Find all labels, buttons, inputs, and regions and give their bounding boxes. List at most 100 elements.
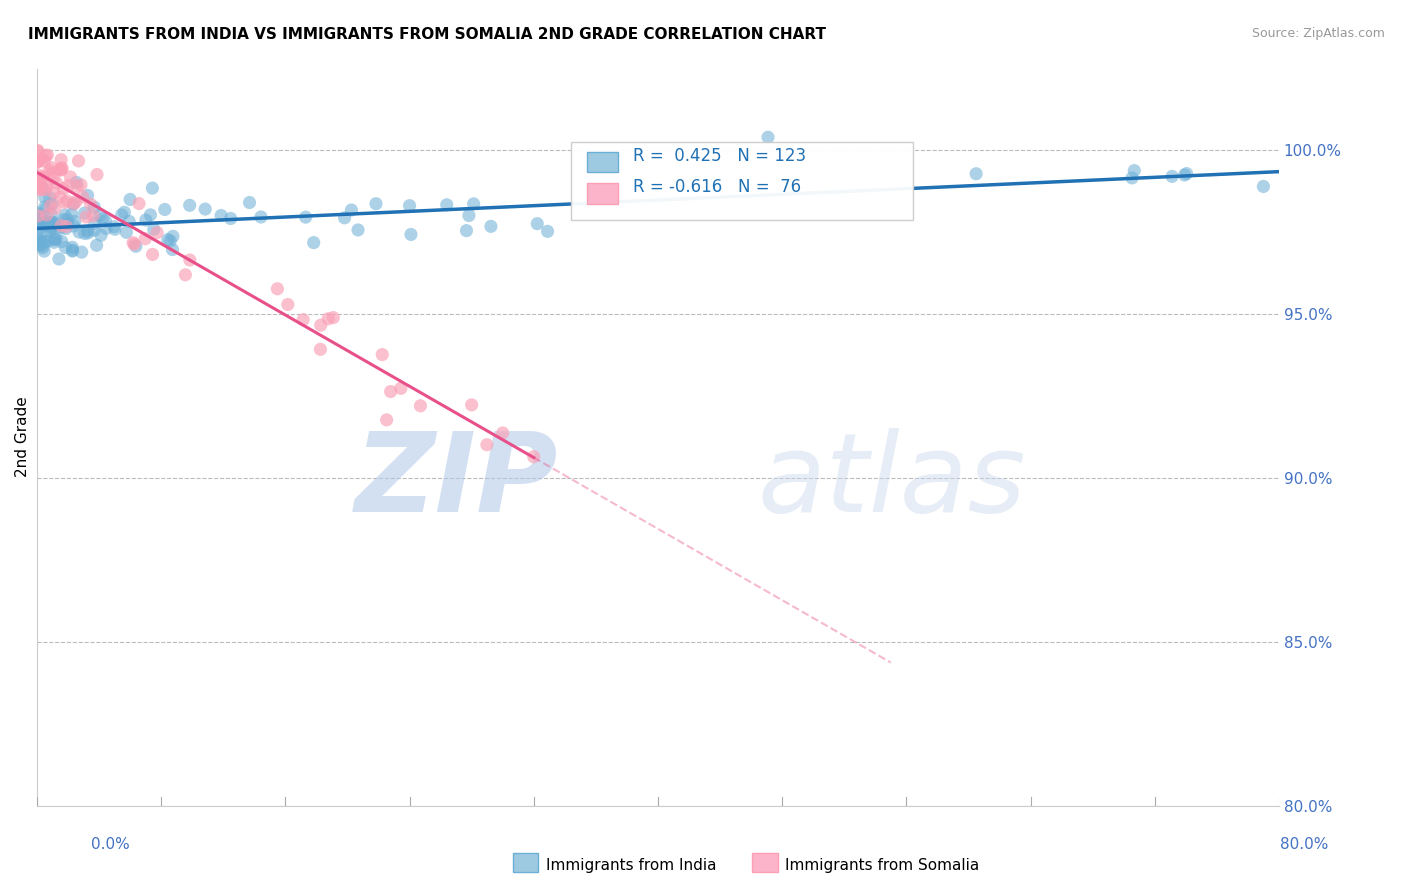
Point xyxy=(266,282,288,296)
Text: 0.0%: 0.0% xyxy=(91,838,131,852)
Point xyxy=(76,188,98,202)
Point xyxy=(34,235,56,249)
Point xyxy=(380,384,402,399)
Point xyxy=(194,202,217,216)
Point xyxy=(96,221,118,235)
Point xyxy=(31,152,53,166)
Point xyxy=(294,210,316,224)
Point xyxy=(55,221,77,235)
Point xyxy=(25,205,48,219)
Point xyxy=(28,221,51,235)
Point xyxy=(1123,163,1146,178)
Point xyxy=(333,211,356,225)
Point xyxy=(51,162,73,177)
Point xyxy=(52,181,75,195)
Point xyxy=(51,161,73,175)
Point xyxy=(51,235,73,249)
Point xyxy=(55,219,77,234)
Point xyxy=(34,200,56,214)
Y-axis label: 2nd Grade: 2nd Grade xyxy=(15,397,30,477)
Point xyxy=(399,227,422,242)
Point xyxy=(463,197,485,211)
Text: Immigrants from Somalia: Immigrants from Somalia xyxy=(785,858,979,872)
Point xyxy=(70,245,93,260)
Point xyxy=(45,176,67,190)
Point xyxy=(209,209,232,223)
Point xyxy=(41,208,63,222)
Point xyxy=(120,193,142,207)
Point xyxy=(35,183,58,197)
Point xyxy=(28,173,51,187)
Point xyxy=(35,208,58,222)
Point xyxy=(27,168,49,182)
Text: R =  0.425   N = 123: R = 0.425 N = 123 xyxy=(633,146,806,165)
Point xyxy=(436,198,458,212)
Point xyxy=(174,268,197,282)
Point xyxy=(49,190,72,204)
Point xyxy=(86,168,108,182)
Point xyxy=(91,212,114,227)
Point xyxy=(292,312,315,326)
Text: Source: ZipAtlas.com: Source: ZipAtlas.com xyxy=(1251,27,1385,40)
Point xyxy=(67,153,90,168)
Point xyxy=(1253,179,1275,194)
Point xyxy=(45,232,67,246)
Point xyxy=(32,216,55,230)
Point xyxy=(32,244,55,259)
Point xyxy=(60,240,83,254)
Point xyxy=(340,202,363,217)
FancyBboxPatch shape xyxy=(571,142,912,219)
Point xyxy=(39,219,62,234)
Point xyxy=(371,348,394,362)
Point xyxy=(44,235,66,250)
Point xyxy=(38,234,60,248)
Point xyxy=(39,221,62,235)
Point xyxy=(27,154,49,169)
Point xyxy=(523,450,546,464)
Point xyxy=(83,200,105,214)
Point xyxy=(526,217,548,231)
Point xyxy=(42,232,65,246)
Point xyxy=(27,236,49,251)
Point xyxy=(48,252,70,266)
Point xyxy=(37,148,59,162)
Point xyxy=(322,310,344,325)
Point xyxy=(37,178,59,193)
Point xyxy=(409,399,432,413)
Point xyxy=(122,235,145,250)
Point xyxy=(375,413,398,427)
Point xyxy=(1173,168,1195,182)
Point xyxy=(1161,169,1184,184)
Point xyxy=(179,252,201,267)
Point xyxy=(27,227,49,241)
Point xyxy=(83,216,105,230)
Point xyxy=(146,226,169,240)
Text: Immigrants from India: Immigrants from India xyxy=(546,858,716,872)
Point xyxy=(128,196,150,211)
Point xyxy=(111,208,134,222)
Point xyxy=(141,181,163,195)
Point xyxy=(77,226,100,240)
Point xyxy=(27,154,49,169)
Point xyxy=(39,224,62,238)
Point xyxy=(60,207,83,221)
Point xyxy=(27,144,49,158)
Point xyxy=(135,213,157,227)
Point xyxy=(27,155,49,169)
Point xyxy=(44,216,66,230)
Point xyxy=(75,210,97,224)
Text: atlas: atlas xyxy=(758,428,1026,535)
Point xyxy=(309,318,332,333)
Point xyxy=(28,181,51,195)
Point xyxy=(389,381,412,395)
Point xyxy=(28,234,51,248)
Point xyxy=(238,195,260,210)
Point xyxy=(28,236,51,251)
Point xyxy=(90,228,112,243)
Text: ZIP: ZIP xyxy=(356,428,558,535)
Point xyxy=(49,162,72,177)
Point xyxy=(31,235,53,249)
Point xyxy=(139,208,162,222)
Point xyxy=(41,215,63,229)
Point xyxy=(41,161,63,175)
